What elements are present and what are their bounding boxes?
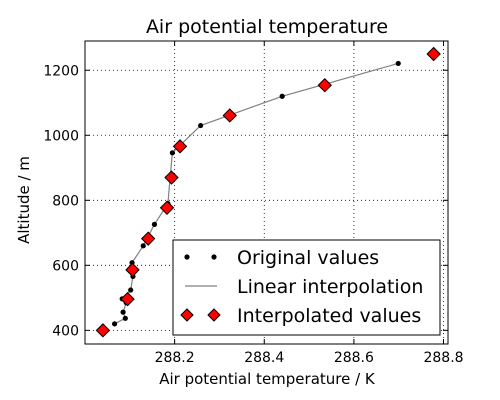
interpolated-value-marker — [172, 139, 188, 154]
interpolated-value-marker — [222, 108, 237, 123]
original-value-point — [140, 243, 146, 249]
interpolated-value-marker — [164, 170, 179, 185]
legend-diamond-marker — [180, 308, 194, 322]
interpolated-value-marker — [317, 78, 332, 93]
interpolated-value-marker — [120, 291, 135, 307]
original-value-point — [395, 60, 401, 67]
original-value-point — [111, 321, 118, 327]
x-tick-label: 288.6 — [334, 350, 374, 366]
plot-frame — [84, 40, 449, 345]
x-tick-label: 288.4 — [244, 350, 284, 366]
legend-diamond-marker — [207, 308, 221, 322]
legend-point-marker — [184, 254, 190, 260]
x-axis-label: Air potential temperature / K — [159, 370, 376, 388]
original-value-point — [120, 309, 126, 315]
y-axis-label: Altitude / m — [15, 156, 33, 244]
legend-point-marker — [211, 254, 217, 260]
interpolated-value-marker — [125, 262, 140, 278]
legend-label: Original values — [237, 247, 379, 269]
y-tick-label: 600 — [52, 258, 79, 274]
legend-box — [172, 239, 441, 336]
original-value-point — [198, 122, 204, 129]
legend-label: Interpolated values — [237, 305, 421, 327]
y-tick-label: 800 — [52, 193, 79, 209]
legend-label: Linear interpolation — [237, 276, 423, 298]
original-value-point — [279, 93, 285, 99]
x-tick-label: 288.8 — [423, 350, 463, 366]
y-tick-label: 1200 — [43, 63, 79, 79]
legend: Original values Linear interpolation Inter… — [172, 239, 441, 336]
original-value-point — [169, 150, 175, 156]
interpolated-value-marker — [426, 46, 441, 62]
original-value-point — [151, 221, 158, 227]
plot-series — [95, 46, 441, 338]
original-value-point — [122, 315, 128, 321]
interpolated-value-marker — [140, 231, 156, 246]
y-tick-label: 1000 — [43, 128, 79, 144]
linear-interpolation-line — [114, 62, 399, 325]
interpolated-value-marker — [159, 200, 175, 215]
y-tick-label: 400 — [52, 323, 79, 339]
original-value-point — [128, 287, 134, 293]
axis-ticks: 288.2 288.4 288.6 288.8 400 600 800 1000 1200 — [43, 41, 464, 366]
x-tick-label: 288.2 — [155, 350, 195, 366]
interpolated-value-marker — [95, 323, 111, 338]
chart-title: Air potential temperature — [146, 16, 388, 38]
